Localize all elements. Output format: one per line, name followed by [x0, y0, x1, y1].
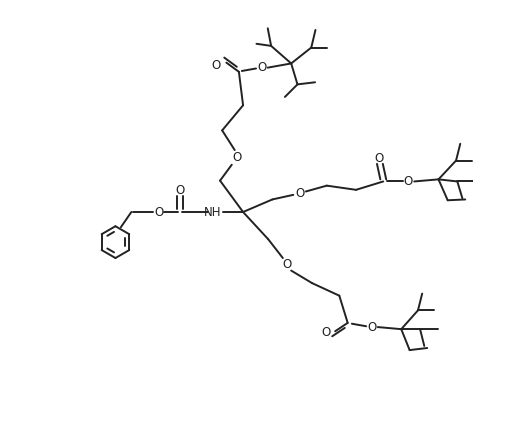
Text: O: O — [211, 59, 221, 72]
Text: O: O — [374, 152, 384, 165]
Text: NH: NH — [204, 206, 221, 218]
Text: O: O — [367, 321, 376, 334]
Text: O: O — [404, 175, 413, 188]
Text: O: O — [295, 187, 304, 200]
Text: O: O — [282, 258, 291, 271]
Text: O: O — [322, 326, 331, 339]
Text: O: O — [232, 151, 241, 164]
Text: O: O — [176, 184, 185, 197]
Text: O: O — [154, 206, 163, 218]
Text: O: O — [257, 61, 267, 74]
